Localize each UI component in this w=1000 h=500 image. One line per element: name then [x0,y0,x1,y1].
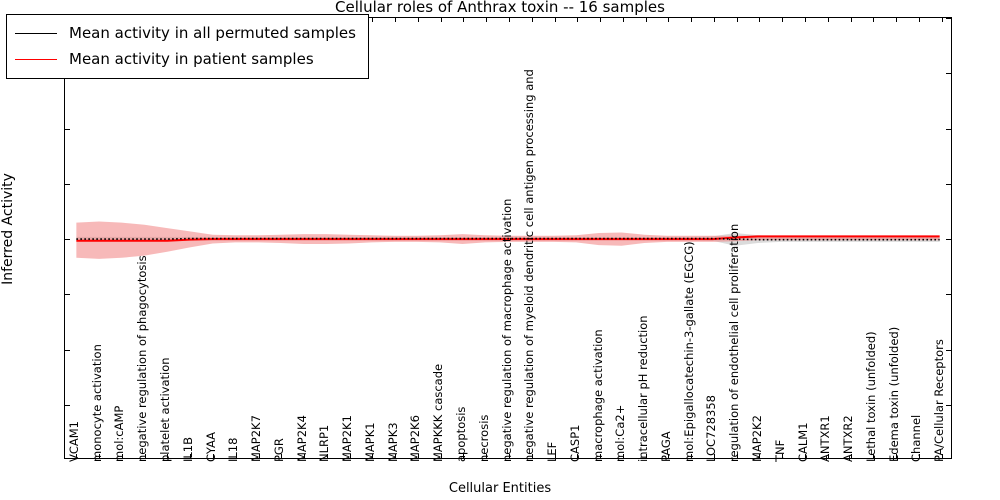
chart-title: Cellular roles of Anthrax toxin -- 16 sa… [335,0,665,16]
x-tick-mark [395,18,397,22]
y-tick-mark [65,404,70,406]
legend-swatch-line-red [15,58,57,60]
x-tick-mark [395,454,397,458]
x-tick-mark [759,18,761,22]
x-tick-mark [645,454,647,458]
x-tick-mark [668,18,670,22]
x-tick-mark [622,18,624,22]
x-tick-mark [691,18,693,22]
x-tick-mark [691,454,693,458]
x-tick-mark [782,18,784,22]
y-tick-mark [65,349,70,351]
legend-entry-permuted: Mean activity in all permuted samples [15,20,356,46]
y-tick-mark [946,294,951,296]
x-tick-mark [417,454,419,458]
x-tick-mark [554,454,556,458]
x-tick-mark [531,454,533,458]
y-tick-mark [65,128,70,130]
x-tick-mark [258,454,260,458]
x-tick-mark [577,18,579,22]
x-tick-mark [486,18,488,22]
x-tick-mark [782,454,784,458]
series-line [76,237,940,241]
x-tick-mark [736,18,738,22]
x-tick-mark [850,18,852,22]
x-tick-mark [213,454,214,458]
legend-label-permuted: Mean activity in all permuted samples [69,24,356,42]
x-tick-mark [713,454,715,458]
x-tick-mark [144,454,146,458]
x-tick-mark [304,454,306,458]
x-tick-mark [713,18,715,22]
x-tick-mark [600,454,602,458]
x-tick-mark [372,18,374,22]
plot-area [64,17,952,459]
x-tick-mark [349,454,351,458]
y-tick-mark [65,183,70,185]
y-tick-mark [65,294,70,296]
x-tick-mark [281,454,283,458]
x-tick-mark [896,18,898,22]
x-tick-mark [850,454,852,458]
x-tick-mark [805,18,806,22]
x-tick-mark [622,454,624,458]
x-tick-mark [827,454,829,458]
legend-entry-patient: Mean activity in patient samples [15,46,356,72]
x-tick-mark [486,454,488,458]
y-tick-mark [946,404,951,406]
x-tick-mark [918,18,920,22]
y-tick-mark [65,239,70,240]
x-tick-mark [600,18,602,22]
x-tick-mark [463,454,465,458]
y-tick-mark [946,239,951,240]
x-axis-label: Cellular Entities [448,481,552,496]
x-tick-mark [76,454,78,458]
x-tick-mark [440,18,442,22]
x-tick-mark [805,454,806,458]
x-tick-mark [827,18,829,22]
x-tick-mark [941,454,943,458]
x-tick-mark [99,454,101,458]
x-tick-mark [463,18,465,22]
confidence-band [76,221,940,259]
x-tick-mark [645,18,647,22]
x-tick-mark [896,454,898,458]
x-tick-mark [668,454,670,458]
series-layer [76,221,940,259]
x-tick-mark [509,454,510,458]
x-tick-mark [918,454,920,458]
x-tick-mark [190,454,192,458]
x-tick-mark [121,454,123,458]
x-tick-mark [577,454,579,458]
x-tick-mark [326,454,328,458]
y-tick-mark [946,183,951,185]
y-tick-mark [946,73,951,75]
x-tick-mark [873,454,875,458]
x-tick-mark [736,454,738,458]
x-tick-mark [941,18,943,22]
x-tick-mark [440,454,442,458]
legend-label-patient: Mean activity in patient samples [69,50,314,68]
x-tick-mark [509,18,510,22]
y-tick-mark [946,18,951,19]
legend-swatch-line-black [15,32,57,34]
y-tick-mark [946,349,951,351]
x-tick-mark [235,454,237,458]
y-tick-mark [946,128,951,130]
x-tick-mark [531,18,533,22]
x-tick-mark [167,454,169,458]
x-tick-mark [417,18,419,22]
chart-legend: Mean activity in all permuted samples Me… [6,14,369,79]
x-tick-mark [759,454,761,458]
x-tick-mark [554,18,556,22]
x-tick-mark [873,18,875,22]
x-tick-mark [372,454,374,458]
